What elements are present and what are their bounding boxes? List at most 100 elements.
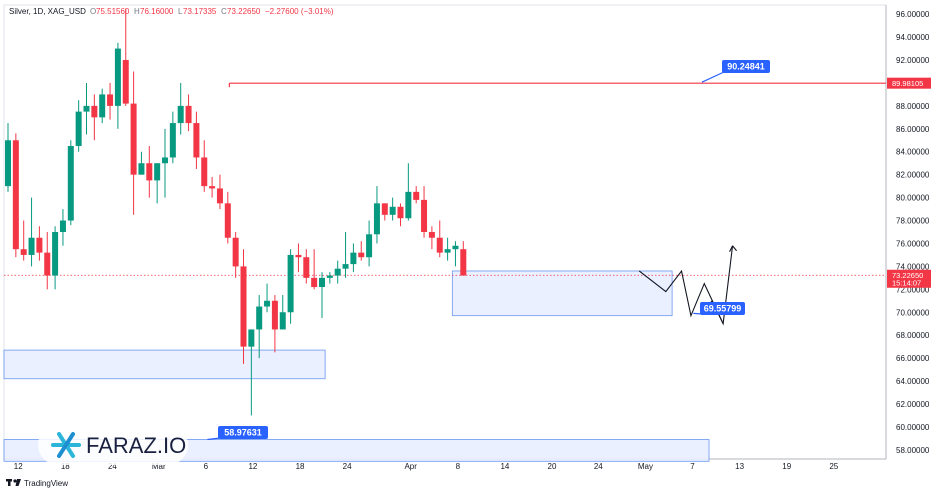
candle-body: [5, 140, 11, 187]
candle-body: [366, 234, 373, 258]
price-tick-label: 64.00000: [896, 377, 930, 386]
callout-label: 90.24841: [727, 62, 765, 72]
candle-body: [405, 191, 412, 219]
price-tick-label: 66.00000: [896, 354, 930, 363]
candle-body: [193, 123, 200, 158]
level-price-tag: [887, 77, 931, 89]
candle-body: [264, 300, 271, 307]
price-tick-label: 96.00000: [896, 10, 930, 19]
callout-label: 58.97631: [224, 428, 262, 438]
time-tick-label: 19: [782, 462, 791, 471]
legend-change: −2.27600 (−3.01%): [265, 7, 334, 16]
price-tick-label: 84.00000: [896, 148, 930, 157]
price-tick-label: 68.00000: [896, 331, 930, 340]
candle-body: [373, 203, 380, 235]
candle-body: [271, 300, 278, 330]
legend-o-value: 75.51560: [96, 7, 130, 16]
candle-body: [350, 252, 357, 265]
watermark-pill: [38, 425, 188, 465]
candle-body: [444, 249, 451, 253]
price-tick-label: 80.00000: [896, 194, 930, 203]
projection-path-drop: [638, 269, 724, 324]
price-tick-label: 70.00000: [896, 308, 930, 317]
watermark-text: FARAZ.IO: [86, 433, 186, 458]
candle-body: [413, 191, 420, 200]
level-price-tag-label: 89.98105: [892, 79, 923, 88]
candle-body: [381, 203, 388, 215]
candle-body: [326, 275, 333, 278]
candle-body: [460, 249, 467, 276]
time-tick-label: May: [638, 462, 653, 471]
price-tick-label: 58.00000: [896, 446, 930, 455]
candle-body: [256, 306, 263, 330]
candle-body: [20, 249, 27, 255]
time-tick-label: 24: [594, 462, 603, 471]
time-tick-label: 25: [829, 462, 838, 471]
candle-body: [83, 105, 90, 112]
time-tick-label: 24: [343, 462, 352, 471]
time-tick-label: 20: [548, 462, 557, 471]
price-tick-label: 82.00000: [896, 171, 930, 180]
time-tick-label: 13: [735, 462, 744, 471]
time-tick-label: 8: [456, 462, 461, 471]
callout-leader: [207, 437, 221, 441]
candle-body: [169, 123, 176, 158]
time-tick-label: 14: [500, 462, 509, 471]
time-tick-label: 12: [14, 462, 23, 471]
callout-label: 69.55799: [704, 304, 742, 314]
legend-h-value: 76.16000: [140, 7, 174, 16]
legend-c-value: 73.22650: [227, 7, 261, 16]
candle-body: [154, 163, 161, 181]
price-tick-label: 94.00000: [896, 33, 930, 42]
faraz-logo-icon: [51, 432, 81, 458]
candle-body: [36, 237, 43, 253]
tradingview-logo-icon: [6, 479, 21, 486]
candle-body: [216, 188, 223, 204]
candle-body: [28, 237, 35, 255]
levels-layer: [4, 82, 886, 276]
candle-body: [99, 94, 106, 118]
candle-body: [287, 254, 294, 313]
callouts-layer: 90.24841 69.55799 58.97631: [207, 60, 770, 441]
candle-body: [389, 206, 396, 215]
candle-body: [248, 329, 255, 347]
candle-body: [138, 163, 145, 175]
candles-layer: [5, 8, 467, 416]
candle-body: [107, 94, 114, 106]
projection-arrowhead: [729, 245, 737, 253]
callout-box: [722, 60, 770, 73]
price-tick-label: 74.00000: [896, 262, 930, 271]
candle-body: [12, 140, 19, 250]
candle-body: [177, 105, 184, 124]
candle-body: [397, 206, 404, 219]
time-tick-label: 24: [108, 462, 117, 471]
candle-body: [240, 266, 247, 347]
candle-body: [358, 252, 365, 258]
legend-o-label: O: [90, 7, 96, 16]
price-tick-label: 62.00000: [896, 400, 930, 409]
legend-l-label: L: [178, 7, 183, 16]
candle-body: [130, 103, 137, 175]
candle-body: [114, 48, 121, 106]
last-price-tag-value: 73.22650: [892, 271, 923, 280]
candle-body: [162, 157, 168, 164]
callout-box: [218, 426, 268, 439]
candle-body: [67, 146, 74, 221]
demand-zone: [451, 270, 673, 317]
time-axis[interactable]: 12 18 24 Mar 6 12 18 24 Apr 8 14 20 24 May 7 13 19 25: [14, 462, 839, 471]
time-tick-label: 12: [248, 462, 257, 471]
legend-l-value: 73.17335: [183, 7, 217, 16]
time-tick-label: 18: [296, 462, 305, 471]
last-price-tag-countdown: 15:14:07: [892, 278, 921, 287]
candle-body: [232, 237, 239, 267]
candle-body: [421, 199, 428, 232]
time-tick-label: 18: [61, 462, 70, 471]
price-tick-label: 76.00000: [896, 239, 930, 248]
price-tick-label: 88.00000: [896, 102, 930, 111]
price-tick-label: 92.00000: [896, 56, 930, 65]
price-tick-label: 72.00000: [896, 285, 930, 294]
legend-c-label: C: [221, 7, 227, 16]
candle-body: [209, 186, 216, 189]
price-axis[interactable]: 96.0000094.0000092.0000090.0000088.00000…: [887, 10, 931, 455]
